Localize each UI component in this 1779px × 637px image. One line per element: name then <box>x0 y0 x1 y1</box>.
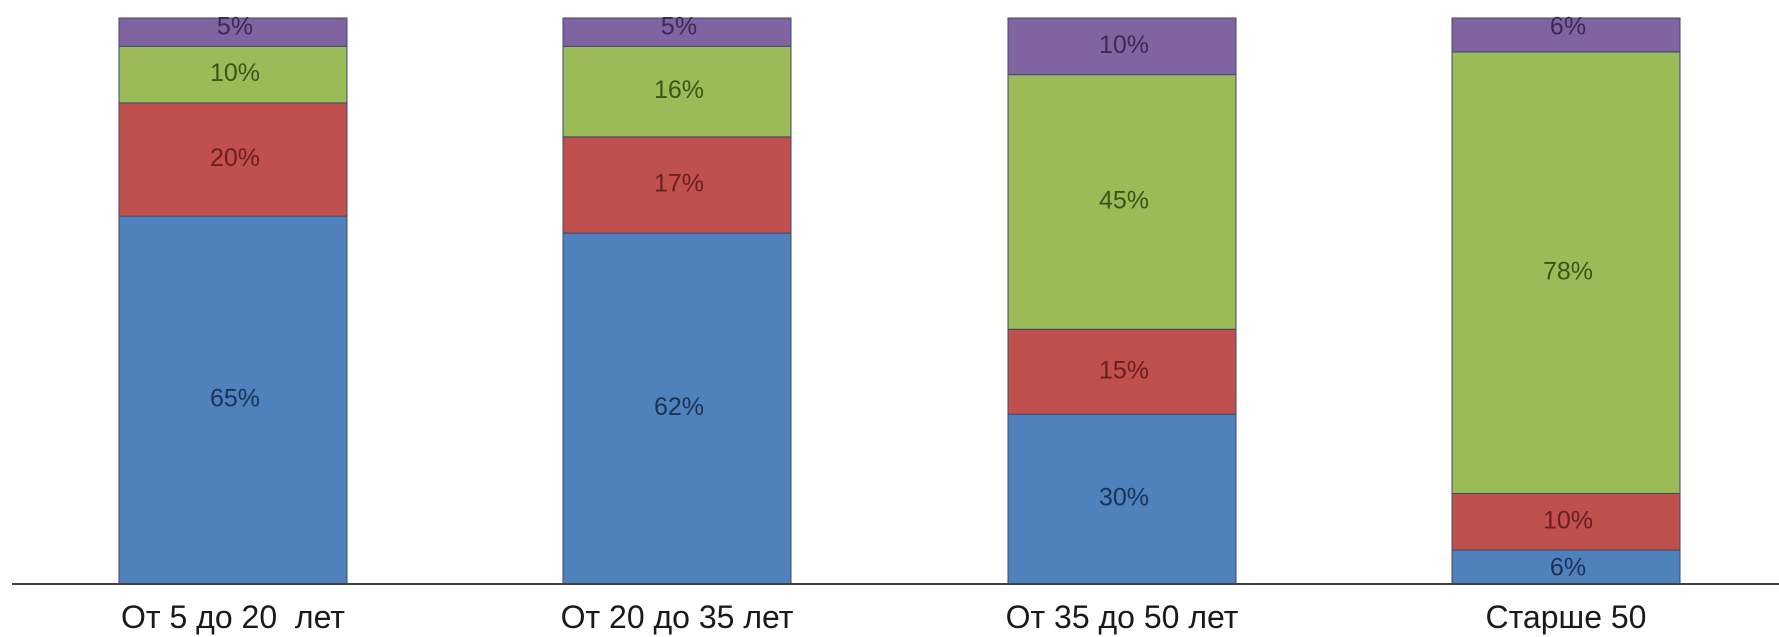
data-label-4-1: 6% <box>1550 554 1586 582</box>
data-label-4-4: 6% <box>1550 13 1586 41</box>
data-label-4-3: 78% <box>1543 257 1593 285</box>
bars-layer <box>118 17 1681 585</box>
category-label-3: От 35 до 50 лет <box>1006 599 1239 635</box>
bar-segment-1-1 <box>118 215 348 585</box>
bar-segment-2-3 <box>562 45 792 138</box>
bar-segment-2-4 <box>562 17 792 47</box>
bar-segment-2-2 <box>562 136 792 234</box>
bar-segment-4-4 <box>1451 17 1681 53</box>
bar-segment-3-2 <box>1007 328 1237 415</box>
bar-segment-2-1 <box>562 232 792 585</box>
data-label-4-2: 10% <box>1543 506 1593 534</box>
bar-segment-3-4 <box>1007 17 1237 76</box>
bar-segment-3-3 <box>1007 74 1237 330</box>
data-label-2-4: 5% <box>661 13 697 41</box>
category-label-4: Старше 50 <box>1486 599 1647 635</box>
data-label-3-1: 30% <box>1099 484 1149 512</box>
bar-segment-1-4 <box>118 17 348 47</box>
data-label-2-3: 16% <box>654 76 704 104</box>
category-label-1: От 5 до 20 лет <box>121 599 345 635</box>
data-label-3-3: 45% <box>1099 187 1149 215</box>
data-label-3-4: 10% <box>1099 31 1149 59</box>
category-labels-layer: От 5 до 20 лет От 20 до 35 лет От 35 до 50… <box>121 599 1646 635</box>
data-label-1-1: 65% <box>210 385 260 413</box>
bar-segment-4-3 <box>1451 51 1681 494</box>
data-label-1-3: 10% <box>210 59 260 87</box>
data-label-3-2: 15% <box>1099 356 1149 384</box>
bar-segment-1-2 <box>118 102 348 217</box>
data-label-1-2: 20% <box>210 144 260 172</box>
data-label-1-4: 5% <box>217 13 253 41</box>
category-label-2: От 20 до 35 лет <box>561 599 794 635</box>
segment-labels-layer: 65% 20% 10% 5% 62% 17% 16% 5% 30% 15% 45% 10% 6% 10% 7… <box>210 13 1593 582</box>
data-label-2-2: 17% <box>654 170 704 198</box>
data-label-2-1: 62% <box>654 393 704 421</box>
